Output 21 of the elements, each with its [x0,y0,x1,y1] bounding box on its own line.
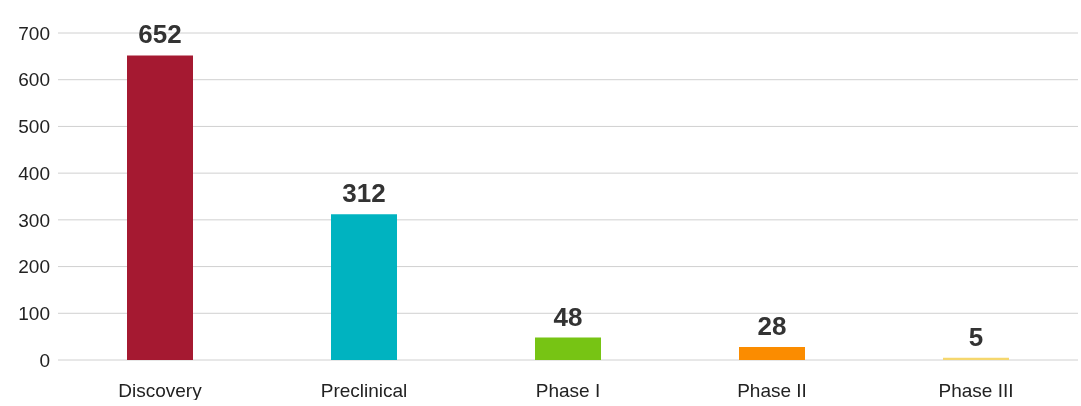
data-label: 5 [968,321,984,352]
x-tick-label: Phase II [737,380,807,402]
y-tick-label: 500 [18,116,50,138]
bar [535,337,601,360]
x-tick-label: Phase I [535,380,601,402]
y-tick-label: 0 [39,349,50,371]
bar [127,55,193,360]
data-label: 312 [342,178,386,209]
data-label: 48 [553,301,583,332]
bar [739,346,805,360]
x-tick-label: Phase III [938,380,1014,402]
y-tick-label: 300 [18,209,50,231]
data-label: 652 [138,19,182,50]
y-tick-label: 400 [18,162,50,184]
y-tick-label: 700 [18,22,50,44]
y-tick-label: 200 [18,256,50,278]
x-tick-label: Preclinical [320,380,408,402]
bar [331,214,397,360]
data-label: 28 [757,310,787,341]
y-tick-label: 100 [18,303,50,325]
y-tick-label: 600 [18,69,50,91]
